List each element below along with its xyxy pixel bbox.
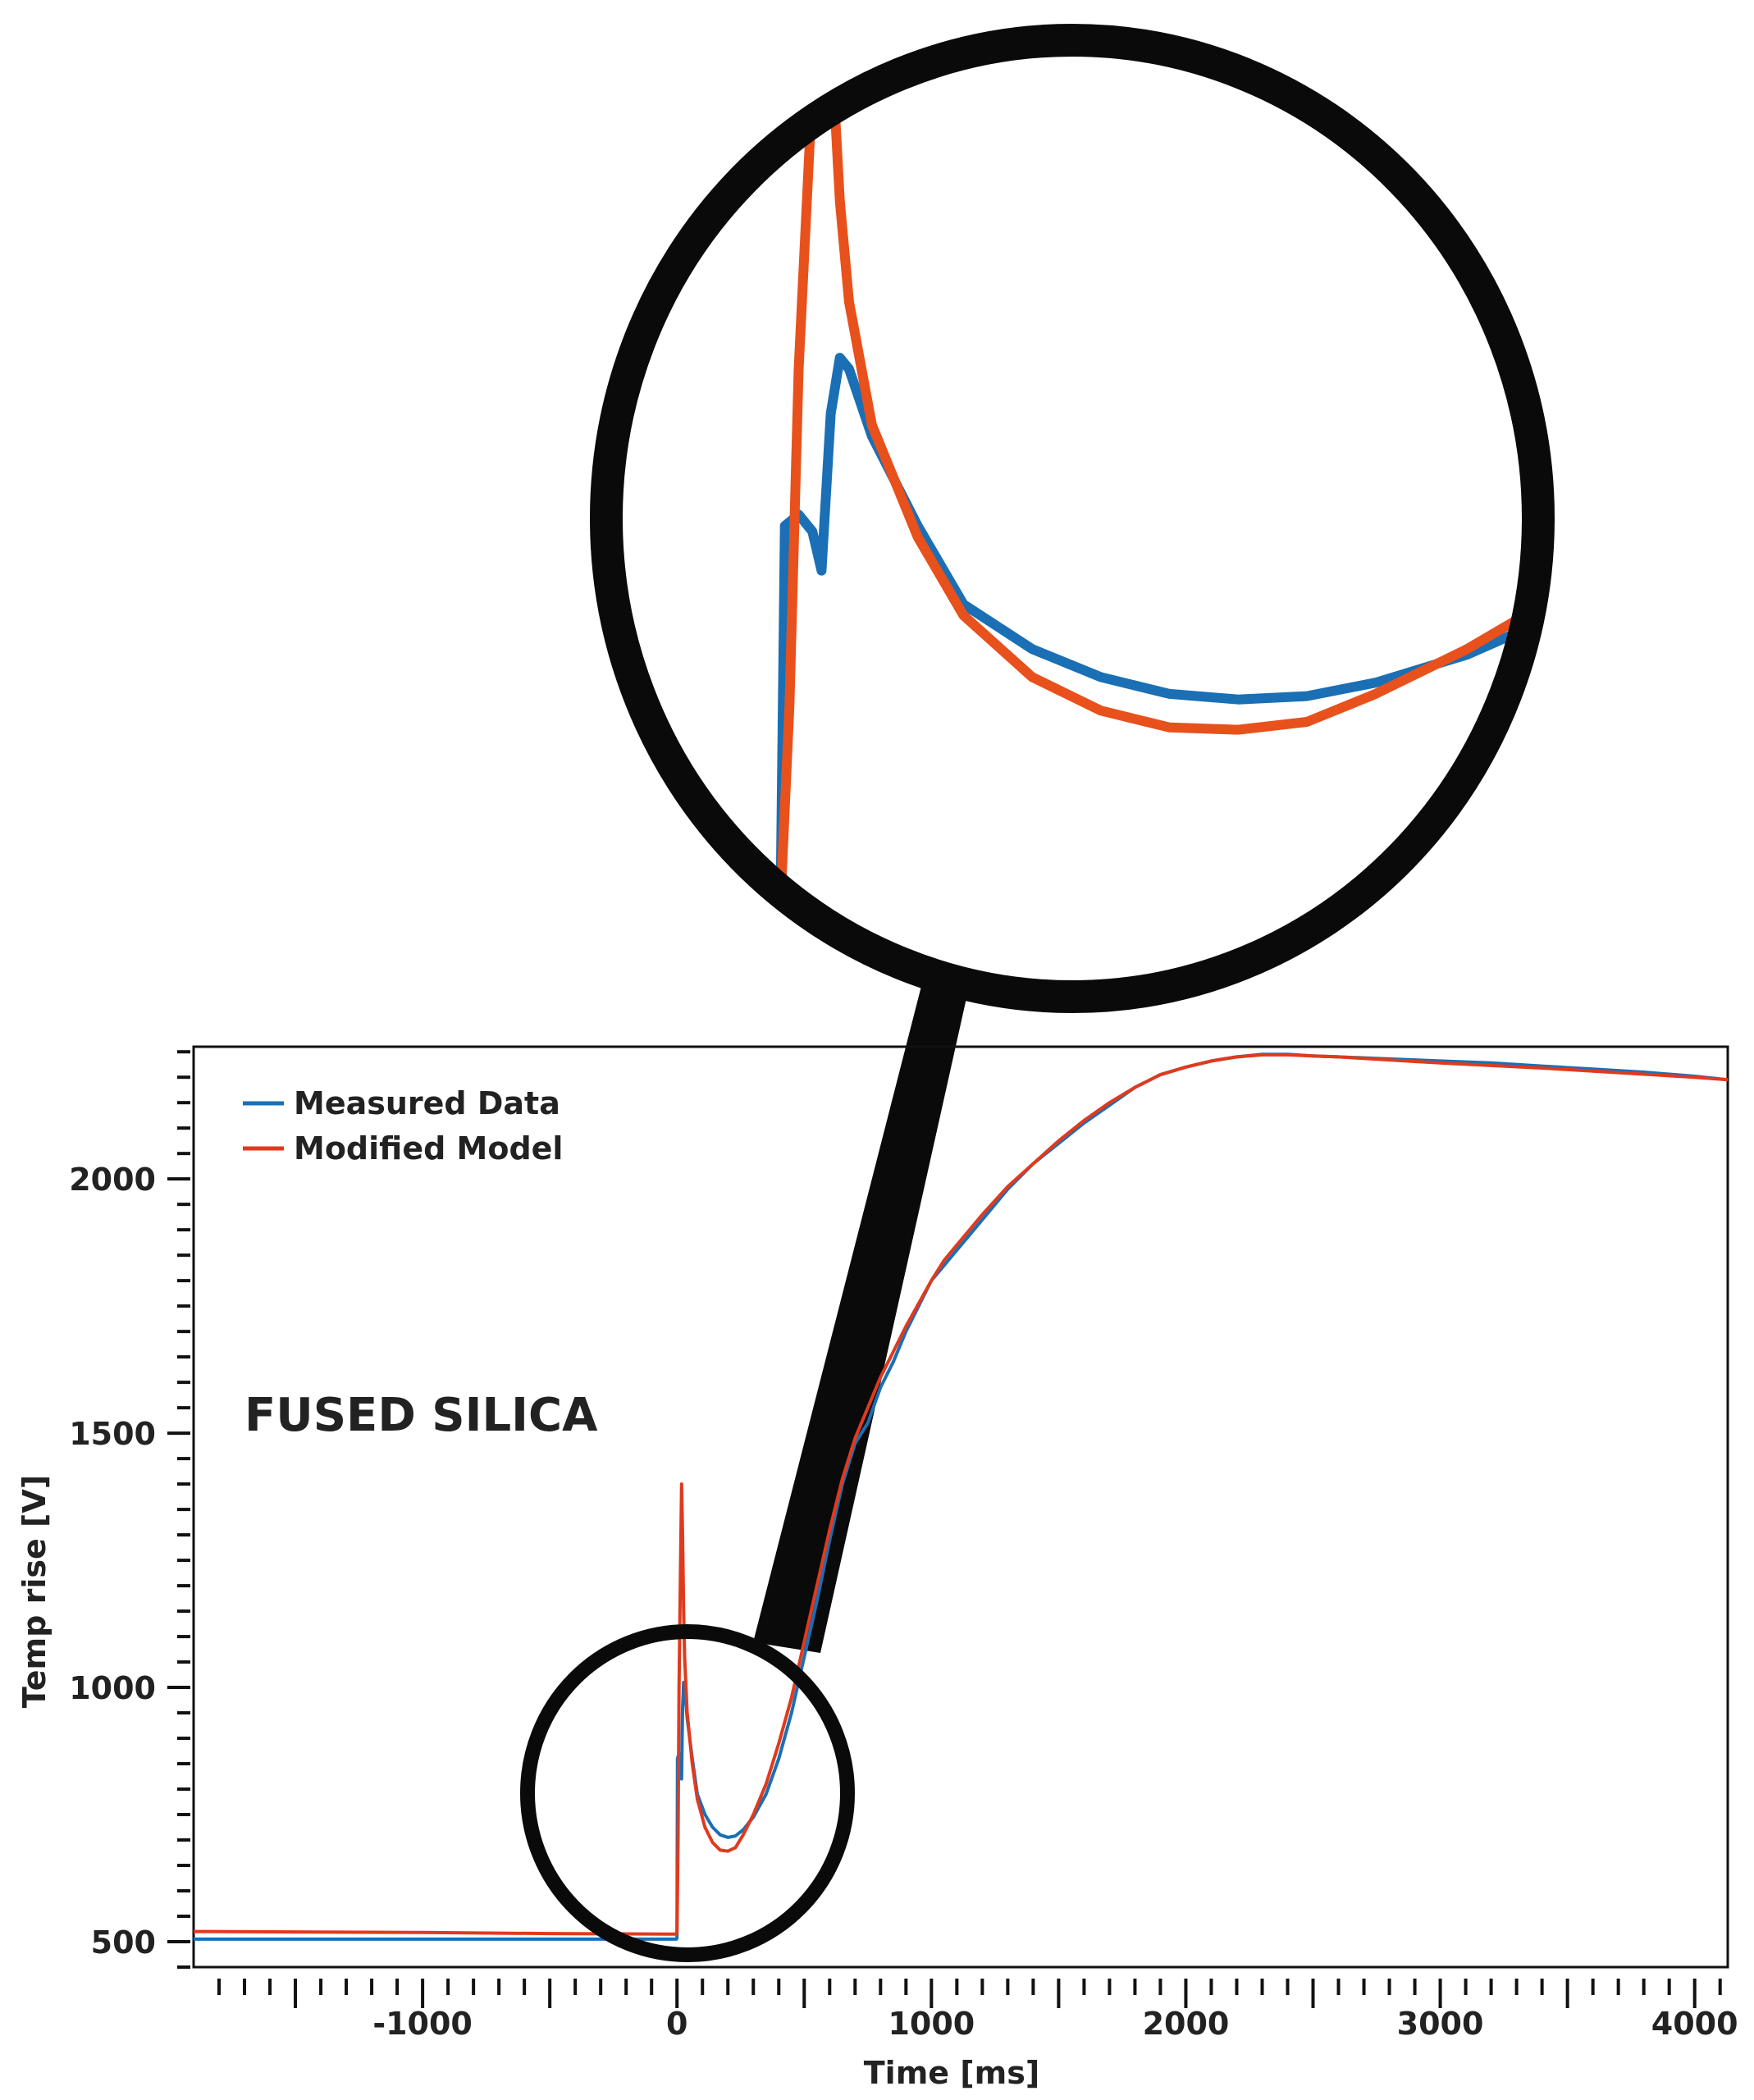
x-tick-label: 3000: [1397, 2006, 1484, 2042]
x-tick-label: 0: [666, 2006, 687, 2042]
x-tick-label: 2000: [1143, 2006, 1230, 2042]
inset-series-line-measured: [609, 55, 1536, 929]
y-axis: 500 1000 1500 2000: [69, 1050, 190, 1969]
y-tick-label: 500: [91, 1924, 156, 1961]
x-tick-label: 4000: [1651, 2006, 1738, 2042]
x-axis: -1000 0 1000 2000 3000 4000: [217, 1979, 1738, 2042]
x-axis-title: Time [ms]: [864, 2055, 1040, 2091]
series-line-measured: [194, 1052, 1728, 1941]
x-tick-label: 1000: [888, 2006, 975, 2042]
legend-label-model: Modified Model: [294, 1130, 563, 1166]
zoom-region-circle: [520, 1624, 855, 1962]
legend: Measured Data Modified Model: [243, 1085, 563, 1166]
y-tick-label: 1000: [69, 1670, 156, 1706]
y-axis-title: Temp rise [V]: [16, 1475, 53, 1708]
y-tick-label: 2000: [69, 1162, 156, 1198]
x-tick-label: -1000: [372, 2006, 473, 2042]
series-layer: [194, 1052, 1728, 1941]
legend-label-measured: Measured Data: [294, 1085, 560, 1121]
plot-frame: [192, 1045, 1729, 1969]
magnifier-inset: [590, 24, 1555, 1013]
series-line-model: [194, 1052, 1728, 1936]
y-tick-label: 1500: [69, 1416, 156, 1452]
magnifier-connector: [753, 964, 971, 1653]
material-annotation: FUSED SILICA: [244, 1389, 598, 1442]
magnifier-ring: [590, 24, 1555, 1013]
